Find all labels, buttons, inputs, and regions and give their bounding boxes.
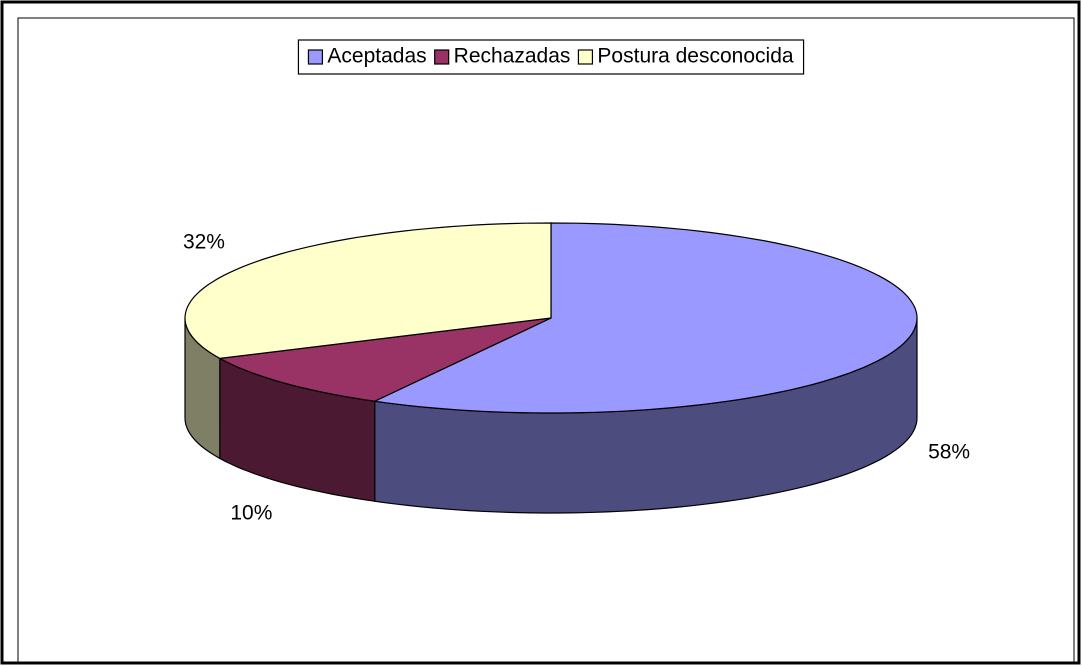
legend-swatch bbox=[577, 49, 594, 65]
legend-swatch bbox=[307, 49, 324, 65]
legend-label: Rechazadas bbox=[454, 45, 571, 68]
data-label: 10% bbox=[230, 501, 272, 524]
pie-slice bbox=[372, 222, 918, 414]
legend-label: Postura desconocida bbox=[597, 45, 793, 68]
data-label: 58% bbox=[928, 440, 970, 463]
legend-box bbox=[297, 39, 805, 75]
legend-swatch bbox=[434, 49, 450, 65]
legend-label: Aceptadas bbox=[327, 45, 426, 68]
pie-slice bbox=[184, 222, 552, 360]
pie-slice bbox=[217, 317, 552, 402]
data-label: 32% bbox=[183, 231, 225, 254]
